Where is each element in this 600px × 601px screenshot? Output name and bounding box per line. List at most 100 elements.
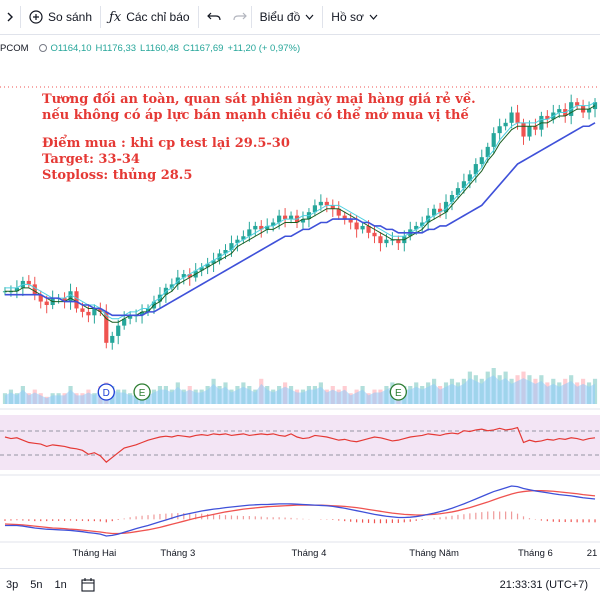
candle-body xyxy=(503,122,508,127)
timeframe-5n[interactable]: 5n xyxy=(30,579,43,591)
candle-body xyxy=(98,308,103,312)
candle-body xyxy=(348,219,353,223)
date-range-icon[interactable] xyxy=(81,578,95,592)
status-dot-icon xyxy=(38,44,47,52)
candle-body xyxy=(139,311,145,316)
timeframe-3p[interactable]: 3p xyxy=(6,579,19,591)
chart-type-button[interactable]: Biểu đồ xyxy=(252,0,323,34)
candle-body xyxy=(515,112,520,123)
undo-left-button[interactable] xyxy=(0,0,20,34)
candle-body xyxy=(68,291,73,302)
candle-body xyxy=(312,205,317,213)
profile-button[interactable]: Hồ sơ xyxy=(323,0,386,34)
candle-body xyxy=(74,291,79,309)
candle-body xyxy=(533,126,538,130)
candle-body xyxy=(360,225,365,230)
compare-label: So sánh xyxy=(48,10,93,24)
toolbar-divider xyxy=(100,6,102,28)
redo-button[interactable] xyxy=(229,0,251,34)
annotation-stoploss: Stoploss: thủng 28.5 xyxy=(42,168,193,183)
candle-body xyxy=(432,208,437,216)
candle-body xyxy=(80,308,85,312)
undo-button[interactable] xyxy=(199,0,229,34)
candle-body xyxy=(241,236,246,240)
clock-readout: 21:33:31 (UTC+7) xyxy=(499,579,588,591)
candle-body xyxy=(62,298,67,302)
candle-body xyxy=(366,225,371,233)
candle-body xyxy=(586,109,592,113)
candle-body xyxy=(288,215,294,220)
event-marker-circle xyxy=(97,383,115,401)
event-marker-label: E xyxy=(395,388,402,399)
ma-slow-line xyxy=(4,122,596,317)
bottom-bar: 3p 5n 1n 21:33:31 (UTC+7) xyxy=(0,568,600,601)
candle-body xyxy=(420,222,425,226)
candle-body xyxy=(491,133,496,147)
plus-circle-icon xyxy=(29,10,43,24)
candle-body xyxy=(104,311,109,343)
candle-body xyxy=(92,308,97,316)
candle-body xyxy=(443,201,449,213)
event-marker-circle xyxy=(389,383,407,401)
time-axis: Tháng Hai Tháng 3 Tháng 4 Tháng Năm Tháng 6 2… xyxy=(72,548,597,559)
candle-body xyxy=(461,181,466,189)
undo-icon xyxy=(206,11,221,23)
time-axis-label: Tháng 6 xyxy=(518,548,553,559)
open-value: O1164,10 xyxy=(50,42,92,54)
compare-button[interactable]: So sánh xyxy=(21,0,100,34)
chevron-down-icon xyxy=(369,14,378,20)
candle-body xyxy=(414,225,419,230)
ma-cyan-line xyxy=(4,101,596,320)
event-marker-label: E xyxy=(139,388,146,399)
candle-body xyxy=(473,164,478,175)
candle-body xyxy=(235,239,240,244)
symbol-label: PCOM xyxy=(0,42,29,54)
candle-body xyxy=(283,215,288,220)
candle-body xyxy=(116,325,121,336)
time-axis-label: Tháng 3 xyxy=(160,548,195,559)
profile-label: Hồ sơ xyxy=(331,10,364,24)
candle-body xyxy=(318,201,323,206)
function-icon: ƒx xyxy=(109,9,122,25)
time-axis-label: Tháng Hai xyxy=(72,548,116,559)
candle-body xyxy=(14,287,19,292)
event-marker: E xyxy=(133,383,151,401)
candle-body xyxy=(485,146,490,158)
rsi-line xyxy=(4,426,596,463)
candle-body xyxy=(187,274,192,278)
top-toolbar: So sánh ƒx Các chỉ báo Biểu đồ Hồ sơ xyxy=(0,0,600,35)
candle-body xyxy=(336,208,341,216)
candle-body xyxy=(145,308,151,312)
annotation-line-1: Tương đối an toàn, quan sát phiên ngày m… xyxy=(42,92,476,107)
candle-body xyxy=(575,102,580,106)
candle-body xyxy=(521,122,526,137)
annotation-line-2: nếu không có áp lực bán mạnh chiều có th… xyxy=(42,108,469,123)
event-marker: E xyxy=(389,383,407,401)
candle-body xyxy=(455,188,461,195)
annotation-buy-point: Điểm mua : khi cp test lại 29.5-30 xyxy=(42,136,290,151)
candle-body xyxy=(181,274,186,278)
candle-body xyxy=(372,232,377,237)
toolbar-divider xyxy=(250,6,252,28)
timeframe-1n[interactable]: 1n xyxy=(54,579,67,591)
candle-body xyxy=(229,243,234,250)
candle-body xyxy=(527,126,532,137)
candle-body xyxy=(32,284,37,295)
moving-averages xyxy=(4,101,596,323)
rsi-panel-background xyxy=(0,415,600,470)
event-marker-label: D xyxy=(103,388,110,399)
indicators-button[interactable]: ƒx Các chỉ báo xyxy=(101,0,198,34)
event-marker-circle xyxy=(133,383,151,401)
time-axis-label: Tháng 4 xyxy=(292,548,327,559)
macd-signal-line xyxy=(4,489,596,535)
candle-body xyxy=(44,301,49,305)
candle-body xyxy=(449,195,455,202)
indicators-label: Các chỉ báo xyxy=(126,10,190,24)
analysis-annotation: Tương đối an toàn, quan sát phiên ngày m… xyxy=(42,92,476,184)
change-value: +11,20 (+ 0,97%) xyxy=(227,42,301,54)
candle-body xyxy=(545,115,550,120)
redo-icon xyxy=(232,11,247,23)
candle-body xyxy=(205,263,210,268)
